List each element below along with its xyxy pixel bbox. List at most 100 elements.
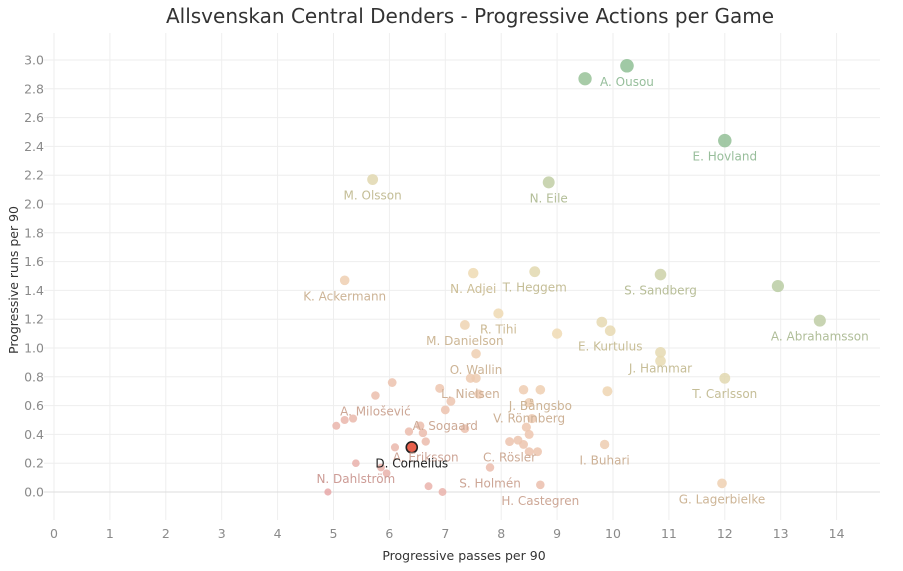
x-tick-label: 3 (218, 526, 226, 541)
data-point (655, 355, 666, 367)
chart-title: Allsvenskan Central Denders - Progressiv… (165, 4, 775, 28)
y-tick-label: 0.8 (24, 369, 44, 384)
data-point (367, 174, 379, 185)
data-point (519, 440, 529, 449)
data-point (377, 463, 385, 472)
x-tick-label: 11 (661, 526, 677, 541)
data-label: R. Tihi (480, 322, 517, 336)
data-point (518, 385, 529, 395)
data-label: N. Eile (530, 191, 568, 205)
data-point (524, 447, 534, 457)
x-tick-label: 4 (274, 526, 282, 541)
data-label: C. Rösler (483, 451, 536, 465)
x-tick-label: 1 (106, 526, 114, 541)
data-label: M. Danielson (426, 334, 503, 348)
data-point (404, 427, 414, 436)
data-point (435, 383, 445, 393)
y-tick-label: 3.0 (24, 53, 44, 68)
x-tick-label: 8 (497, 526, 505, 541)
x-tick-label: 14 (829, 526, 845, 541)
data-point (535, 384, 546, 395)
data-label: I. Buhari (579, 453, 629, 467)
data-point (348, 414, 358, 423)
data-point (813, 314, 826, 327)
data-point (542, 176, 555, 189)
data-point (446, 396, 456, 406)
data-label: V. Rönnberg (493, 412, 565, 426)
data-label: T. Heggem (502, 281, 567, 295)
y-tick-label: 2.0 (24, 197, 44, 212)
data-point (339, 275, 350, 286)
y-tick-label: 0.0 (24, 485, 44, 500)
data-point (719, 372, 731, 384)
y-tick-label: 0.4 (24, 427, 44, 442)
x-tick-label: 9 (553, 526, 561, 541)
data-point (468, 267, 479, 279)
data-point (524, 429, 534, 439)
axis-ticks: 0 1 2 3 4 5 6 7 8 9 10 11 12 13 140.00.20.40.60.81.01.… (24, 53, 844, 542)
data-label: A. Ousou (600, 75, 654, 89)
data-point (471, 373, 481, 383)
data-point (654, 268, 667, 281)
data-label: J. Hammar (628, 361, 692, 375)
data-point (578, 72, 592, 86)
data-label: N. Dahlström (316, 472, 395, 486)
data-point-highlight (405, 441, 419, 454)
data-point (421, 437, 430, 446)
y-tick-label: 1.2 (24, 312, 44, 327)
data-label: N. Adjei (450, 282, 496, 296)
data-point (527, 413, 537, 424)
x-tick-label: 7 (441, 526, 449, 541)
data-point (599, 439, 610, 450)
y-tick-label: 1.4 (24, 283, 44, 298)
grid (44, 33, 880, 520)
y-tick-label: 1.8 (24, 225, 44, 240)
data-point (493, 308, 504, 319)
data-point (551, 328, 563, 339)
data-label: G. Lagerbielke (679, 492, 765, 506)
data-label: H. Castegren (501, 494, 579, 508)
data-label: E. Kurtulus (578, 340, 643, 354)
data-point (390, 443, 400, 452)
data-label: A. Eriksson (393, 451, 459, 465)
data-label: J. Bångsbo (508, 399, 572, 413)
data-point (717, 478, 727, 489)
data-point (382, 469, 391, 478)
x-tick-label: 2 (162, 526, 170, 541)
x-tick-label: 12 (717, 526, 733, 541)
y-tick-label: 0.6 (24, 398, 44, 413)
data-point (415, 421, 425, 431)
x-tick-label: 13 (773, 526, 789, 541)
data-point (332, 421, 341, 430)
data-point (474, 389, 484, 399)
data-point (324, 488, 332, 496)
data-label: K. Ackermann (303, 289, 386, 303)
y-tick-label: 2.4 (24, 139, 44, 154)
x-tick-label: 0 (50, 526, 58, 541)
x-tick-label: 5 (330, 526, 338, 541)
data-point (471, 348, 481, 359)
data-point (620, 58, 634, 73)
data-point (460, 424, 470, 434)
data-label: E. Hovland (693, 150, 758, 164)
data-point (418, 428, 428, 438)
data-point (529, 266, 541, 278)
data-point (602, 386, 613, 397)
data-label-highlight: D. Cornelius (375, 456, 448, 470)
data-label: L. Nielsen (441, 387, 500, 401)
data-label: O. Wallin (450, 363, 503, 377)
data-point (604, 325, 616, 337)
y-tick-label: 2.2 (24, 168, 44, 183)
data-label: A. Abrahamsson (771, 330, 869, 344)
data-point (387, 378, 397, 387)
y-tick-label: 2.6 (24, 110, 44, 125)
data-label: T. Carlsson (691, 387, 757, 401)
point-labels: A. Ousou E. Hovland M. Olsson N. Eile N. Adj… (303, 75, 869, 508)
data-point (440, 405, 450, 415)
data-label: S. Sandberg (624, 284, 697, 298)
data-point (533, 447, 542, 457)
data-point (655, 346, 666, 358)
data-label: A. Sogaard (413, 419, 478, 433)
data-label: S. Holmén (459, 477, 521, 491)
